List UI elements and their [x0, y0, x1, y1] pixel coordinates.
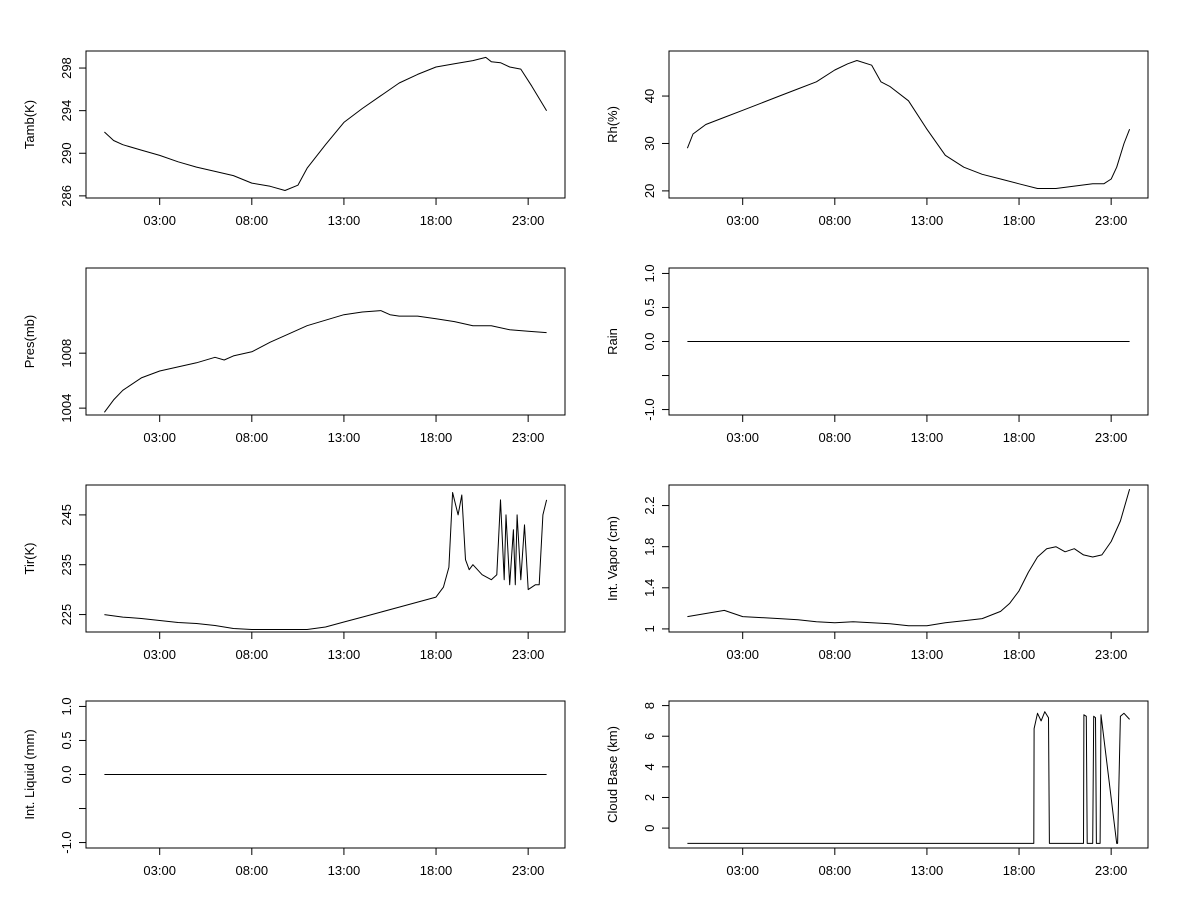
- y-tick-label: 0.0: [642, 332, 657, 350]
- y-axis-label: Tir(K): [22, 542, 37, 574]
- y-tick-label: 225: [59, 604, 74, 626]
- x-tick-label: 03:00: [726, 863, 759, 878]
- y-tick-label: 30: [642, 136, 657, 150]
- x-tick-label: 08:00: [236, 213, 269, 228]
- x-tick-label: 13:00: [911, 863, 944, 878]
- y-tick-label: 1.4: [642, 579, 657, 597]
- y-tick-label: 20: [642, 184, 657, 198]
- y-tick-label: 8: [642, 702, 657, 709]
- x-tick-label: 18:00: [420, 647, 453, 662]
- plot-frame: [85, 267, 566, 416]
- x-tick-label: 23:00: [512, 213, 545, 228]
- y-tick-label: 1008: [59, 339, 74, 368]
- panel-6: 03:00 08:00 13:00 18:00 23:00 1 1.4 1.8 2.2 Int. …: [605, 484, 1149, 662]
- x-tick-label: 23:00: [512, 647, 545, 662]
- plot-frame: [668, 50, 1149, 199]
- y-tick-label: 0: [642, 824, 657, 831]
- y-tick-label: 2: [642, 794, 657, 801]
- x-tick-label: 23:00: [1095, 647, 1128, 662]
- panel-4: 03:00 08:00 13:00 18:00 23:00 -1.0 0.0 0.5 1.0 Ra…: [605, 264, 1149, 445]
- x-tick-label: 23:00: [1095, 213, 1128, 228]
- x-tick-label: 03:00: [143, 213, 176, 228]
- y-tick-label: 235: [59, 554, 74, 576]
- x-tick-label: 23:00: [512, 430, 545, 445]
- x-tick-label: 03:00: [143, 647, 176, 662]
- x-tick-label: 13:00: [328, 430, 361, 445]
- x-tick-label: 08:00: [819, 430, 852, 445]
- series-line: [686, 60, 1131, 189]
- x-tick-label: 18:00: [1003, 647, 1036, 662]
- y-tick-label: 40: [642, 89, 657, 103]
- y-tick-label: -1.0: [642, 398, 657, 420]
- x-tick-label: 13:00: [328, 213, 361, 228]
- panel-3: 03:00 08:00 13:00 18:00 23:00 1004 1008 Pres(mb…: [22, 267, 566, 445]
- series-line: [104, 56, 548, 191]
- y-tick-label: 1004: [59, 394, 74, 423]
- x-tick-label: 13:00: [328, 863, 361, 878]
- x-tick-label: 13:00: [328, 647, 361, 662]
- x-tick-label: 03:00: [726, 647, 759, 662]
- x-tick-label: 03:00: [726, 430, 759, 445]
- panel-2: 03:00 08:00 13:00 18:00 23:00 20 30 40 Rh(%): [605, 50, 1149, 228]
- y-tick-label: 6: [642, 733, 657, 740]
- y-tick-label: 298: [59, 57, 74, 79]
- x-tick-label: 08:00: [236, 430, 269, 445]
- y-tick-label: 1.8: [642, 538, 657, 556]
- y-tick-label: -1.0: [59, 831, 74, 853]
- x-tick-label: 08:00: [819, 647, 852, 662]
- x-tick-label: 18:00: [420, 430, 453, 445]
- y-axis-label: Rh(%): [605, 106, 620, 143]
- y-tick-label: 0.5: [59, 731, 74, 749]
- y-tick-label: 1: [642, 625, 657, 632]
- y-tick-label: 1.0: [59, 697, 74, 715]
- x-tick-label: 13:00: [911, 213, 944, 228]
- y-tick-label: 290: [59, 142, 74, 164]
- plot-frame: [668, 484, 1149, 633]
- x-tick-label: 03:00: [726, 213, 759, 228]
- x-tick-label: 08:00: [819, 213, 852, 228]
- plot-frame: [85, 484, 566, 633]
- y-axis-label: Cloud Base (km): [605, 726, 620, 823]
- x-tick-label: 08:00: [236, 863, 269, 878]
- x-tick-label: 23:00: [1095, 430, 1128, 445]
- y-axis-label: Int. Liquid (mm): [22, 729, 37, 819]
- x-tick-label: 18:00: [1003, 213, 1036, 228]
- x-tick-label: 23:00: [1095, 863, 1128, 878]
- y-tick-label: 2.2: [642, 497, 657, 515]
- y-axis-label: Pres(mb): [22, 315, 37, 368]
- x-tick-label: 18:00: [420, 213, 453, 228]
- x-tick-label: 03:00: [143, 863, 176, 878]
- panel-8: 03:00 08:00 13:00 18:00 23:00 0 2 4 6 8 Cloud Base…: [605, 700, 1149, 878]
- x-tick-label: 13:00: [911, 430, 944, 445]
- x-tick-label: 18:00: [1003, 863, 1036, 878]
- x-tick-label: 03:00: [143, 430, 176, 445]
- y-tick-label: 286: [59, 185, 74, 207]
- series-line: [104, 492, 548, 630]
- x-tick-label: 08:00: [819, 863, 852, 878]
- plot-frame: [85, 50, 566, 199]
- x-tick-label: 23:00: [512, 863, 545, 878]
- x-tick-label: 18:00: [420, 863, 453, 878]
- panel-7: 03:00 08:00 13:00 18:00 23:00 -1.0 0.0 0.5 1.0 In…: [22, 697, 566, 878]
- series-line: [103, 310, 547, 413]
- y-axis-label: Tamb(K): [22, 100, 37, 149]
- series-line: [687, 488, 1131, 627]
- plot-frame: [668, 700, 1149, 849]
- x-tick-label: 13:00: [911, 647, 944, 662]
- x-tick-label: 08:00: [236, 647, 269, 662]
- y-tick-label: 0.0: [59, 765, 74, 783]
- panel-5: 03:00 08:00 13:00 18:00 23:00 225 235 245 Tir(K): [22, 484, 566, 662]
- y-tick-label: 294: [59, 100, 74, 122]
- y-tick-label: 0.5: [642, 298, 657, 316]
- x-tick-label: 18:00: [1003, 430, 1036, 445]
- y-tick-label: 4: [642, 763, 657, 770]
- y-tick-label: 1.0: [642, 264, 657, 282]
- panel-1: 03:00 08:00 13:00 18:00 23:00 286 290 294 298 Tam…: [22, 50, 566, 228]
- series-line: [687, 711, 1130, 844]
- y-tick-label: 245: [59, 504, 74, 526]
- y-axis-label: Rain: [605, 328, 620, 355]
- y-axis-label: Int. Vapor (cm): [605, 516, 620, 601]
